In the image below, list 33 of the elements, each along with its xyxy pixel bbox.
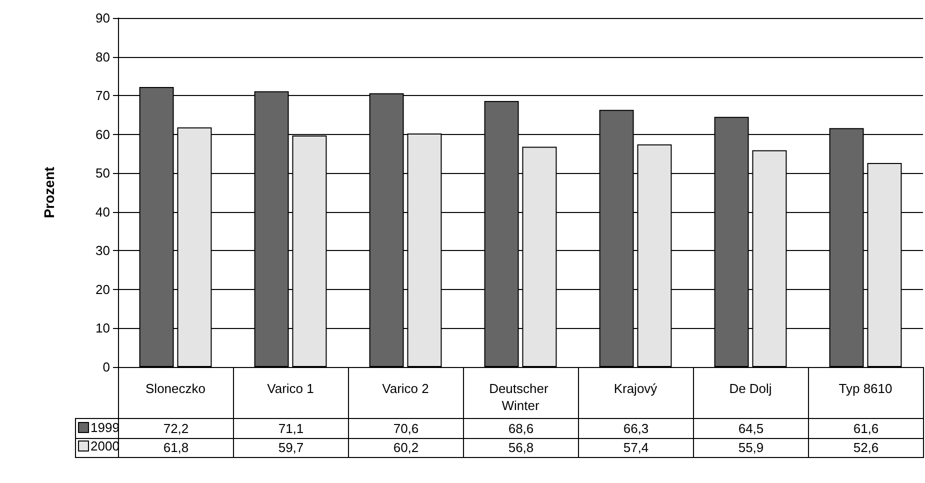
data-label: 61,8 (118, 438, 234, 458)
x-tick-label: Typ 8610 (838, 381, 892, 396)
y-tick-label: 90 (96, 10, 110, 26)
data-label: 72,2 (118, 418, 234, 438)
data-label: 70,6 (348, 418, 464, 438)
y-tick-label: 20 (96, 282, 110, 297)
data-label: 55,9 (693, 438, 809, 458)
x-tick-label: Deutscher Winter (489, 381, 552, 413)
y-tick-label: 50 (96, 166, 110, 181)
y-tick-label: 80 (96, 49, 110, 64)
data-label: 52,6 (808, 438, 924, 458)
x-tick-label: De Dolj (729, 381, 772, 396)
data-label: 57,4 (578, 438, 694, 458)
data-label: 60,2 (348, 438, 464, 458)
x-tick-label: Sloneczko (146, 381, 206, 396)
legend-label: 1999 (90, 420, 120, 435)
y-tick-label: 70 (96, 88, 110, 104)
data-label: 68,6 (463, 418, 579, 438)
data-label: 64,5 (693, 418, 809, 438)
data-label: 56,8 (463, 438, 579, 458)
data-label: 61,6 (808, 418, 924, 438)
y-axis-title: Prozent (41, 166, 57, 218)
x-tick-label: Varico 1 (267, 381, 314, 396)
data-label: 66,3 (578, 418, 694, 438)
y-tick-label: 60 (96, 126, 110, 142)
y-tick-label: 10 (96, 320, 110, 336)
data-label: 71,1 (233, 418, 349, 438)
x-tick-label: Varico 2 (382, 381, 429, 396)
y-tick-label: 0 (102, 360, 110, 374)
data-label: 59,7 (233, 438, 349, 458)
x-tick-label: Krajový (614, 381, 658, 396)
y-tick-label: 30 (96, 243, 110, 258)
y-tick-label: 40 (96, 204, 110, 220)
